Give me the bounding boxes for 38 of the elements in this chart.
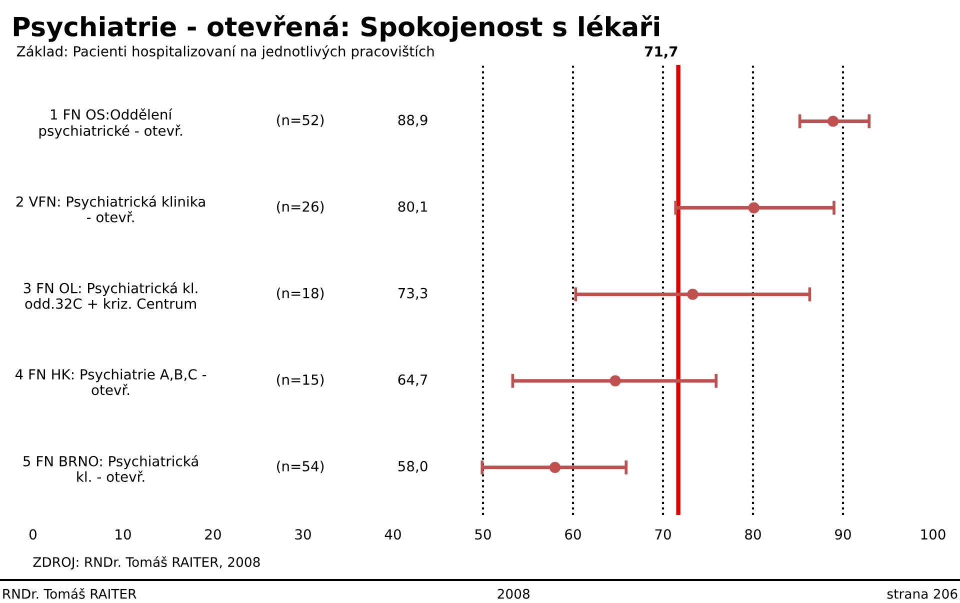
x-tick-label: 30 <box>295 529 311 540</box>
y-tick-label: 5 FN BRNO: Psychiatrická kl. - otevř. <box>23 455 198 482</box>
text: ZDROJ: RNDr. Tomáš RAITER, 2008 <box>33 556 260 570</box>
annotation: 88,9 <box>398 114 428 127</box>
point <box>687 288 698 300</box>
x-tick-label: 0 <box>29 529 36 540</box>
y-tick-label: 2 VFN: Psychiatrická klinika - otevř. <box>16 196 205 222</box>
text: RNDr. Tomáš RAITER <box>3 588 136 599</box>
y-tick-label: 3 FN OL: Psychiatrická kl. odd.32C + kriz. Centrum <box>24 282 198 309</box>
x-tick-label: 50 <box>475 529 491 540</box>
annotation: 64,7 <box>398 374 428 386</box>
annotation: (n=26) <box>277 201 324 214</box>
annotation: (n=54) <box>277 460 324 474</box>
point <box>610 375 621 386</box>
text: strana 206 <box>887 588 958 599</box>
annotation: (n=15) <box>277 374 324 387</box>
annotation: 80,1 <box>398 201 427 214</box>
annotation: (n=18) <box>277 288 324 300</box>
text: 2008 <box>498 588 530 599</box>
ref-line-label: 71,7 <box>644 46 678 59</box>
point <box>828 116 839 127</box>
point <box>549 462 561 473</box>
annotation: 73,3 <box>398 288 428 300</box>
x-tick-label: 10 <box>116 529 131 540</box>
chart-title: Psychiatrie - otevřená: Spokojenost s lékaři <box>14 15 659 42</box>
point <box>748 202 760 214</box>
x-tick-label: 80 <box>745 529 761 540</box>
annotation: 58,0 <box>398 460 428 473</box>
x-tick-label: 90 <box>835 529 851 540</box>
x-tick-label: 60 <box>565 529 581 540</box>
x-tick-label: 20 <box>205 529 221 540</box>
x-tick-label: 70 <box>655 529 671 540</box>
chart-subtitle: Základ: Pacienti hospitalizovaní na jednotlivých pracovištích <box>16 45 434 60</box>
y-tick-label: 4 FN HK: Psychiatrie A,B,C - otevř. <box>15 368 206 396</box>
x-tick-label: 100 <box>921 529 946 540</box>
annotation: (n=52) <box>277 114 324 127</box>
y-tick-label: 1 FN OS:Oddělení psychiatrické - otevř. <box>39 108 182 139</box>
x-tick-label: 40 <box>384 529 401 540</box>
